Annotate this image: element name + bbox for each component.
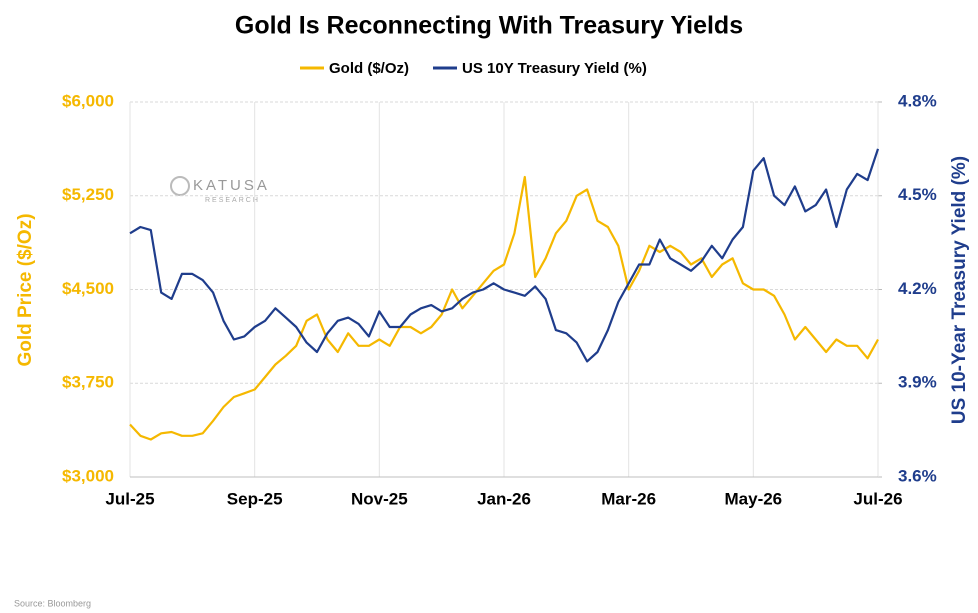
y2-tick-label: 4.8% (898, 91, 937, 110)
x-tick-label: May-26 (725, 489, 783, 508)
y2-tick-label: 4.5% (898, 185, 937, 204)
legend-label: Gold ($/Oz) (329, 60, 409, 77)
y-tick-label: $6,000 (62, 91, 114, 110)
y2-tick-label: 4.2% (898, 279, 937, 298)
logo: KATUSA RESEARCH (170, 176, 270, 204)
y2-tick-label: 3.6% (898, 466, 937, 485)
y-tick-label: $4,500 (62, 279, 114, 298)
x-tick-label: Jan-26 (477, 489, 531, 508)
series-line (129, 148, 880, 363)
x-tick-label: Nov-25 (351, 489, 408, 508)
y-axis-title: Gold Price ($/Oz) (15, 213, 36, 366)
y2-axis-title: US 10-Year Treasury Yield (%) (949, 156, 970, 424)
legend-label: US 10Y Treasury Yield (%) (462, 60, 647, 77)
y2-tick-label: 3.9% (898, 373, 937, 392)
y-tick-label: $3,000 (62, 466, 114, 485)
logo-icon (170, 176, 190, 196)
y-tick-label: $3,750 (62, 373, 114, 392)
chart-title: Gold Is Reconnecting With Treasury Yield… (235, 12, 743, 40)
source-note: Source: Bloomberg (14, 598, 91, 608)
x-tick-label: Jul-25 (105, 489, 154, 508)
logo-name: KATUSA (193, 177, 270, 194)
y-tick-label: $5,250 (62, 185, 114, 204)
logo-sub: RESEARCH (205, 197, 260, 204)
series-line (129, 175, 879, 441)
x-tick-label: Jul-26 (853, 489, 902, 508)
x-tick-label: Sep-25 (227, 489, 283, 508)
x-tick-label: Mar-26 (601, 489, 656, 508)
